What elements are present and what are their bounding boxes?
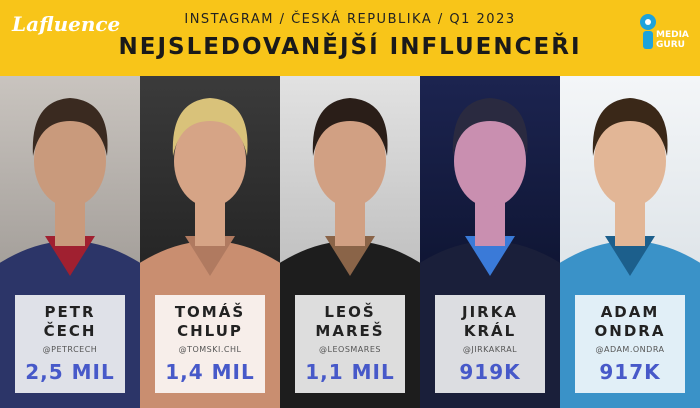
first-name: ADAM [600, 303, 660, 321]
hair [32, 98, 108, 156]
handle: @PETRCECH [42, 345, 98, 354]
header: Lafluence INSTAGRAM / ČESKÁ REPUBLIKA / … [0, 0, 700, 76]
head [34, 115, 106, 207]
first-name: LEOŠ [324, 303, 376, 321]
name-card: LEOŠ MAREŠ @LEOSMARES 1,1 MIL [295, 295, 405, 393]
followers: 917K [599, 360, 661, 384]
last-name: KRÁL [463, 322, 517, 340]
hair [452, 98, 528, 156]
head [594, 115, 666, 207]
hair [312, 98, 388, 156]
handle: @ADAM.ONDRA [595, 345, 665, 354]
partner-logo: MEDIA GURU [640, 12, 690, 56]
partner-icon [640, 14, 656, 49]
influencer-column: PETR ČECH @PETRCECH 2,5 MIL [0, 76, 140, 408]
first-name: JIRKA [462, 303, 518, 321]
partner-text: MEDIA [656, 30, 689, 40]
last-name: ČECH [43, 322, 97, 340]
first-name: TOMÁŠ [174, 303, 246, 321]
subtitle: INSTAGRAM / ČESKÁ REPUBLIKA / Q1 2023 [184, 12, 516, 27]
handle: @JIRKAKRAL [462, 345, 518, 354]
name-card: PETR ČECH @PETRCECH 2,5 MIL [15, 295, 125, 393]
handle: @TOMSKI.CHL [178, 345, 242, 354]
name-card: ADAM ONDRA @ADAM.ONDRA 917K [575, 295, 685, 393]
followers: 919K [459, 360, 521, 384]
handle: @LEOSMARES [319, 345, 381, 354]
influencer-column: JIRKA KRÁL @JIRKAKRAL 919K [420, 76, 560, 408]
influencer-list: PETR ČECH @PETRCECH 2,5 MIL TOMÁŠ CHLUP @TOMSK… [0, 76, 700, 408]
head [174, 115, 246, 207]
influencer-column: ADAM ONDRA @ADAM.ONDRA 917K [560, 76, 700, 408]
first-name: PETR [44, 303, 96, 321]
last-name: ONDRA [594, 322, 666, 340]
last-name: CHLUP [177, 322, 243, 340]
hair [172, 98, 248, 156]
influencer-column: LEOŠ MAREŠ @LEOSMARES 1,1 MIL [280, 76, 420, 408]
name-card: JIRKA KRÁL @JIRKAKRAL 919K [435, 295, 545, 393]
title: NEJSLEDOVANĚJŠÍ INFLUENCEŘI [118, 34, 582, 60]
head [454, 115, 526, 207]
last-name: MAREŠ [315, 322, 385, 340]
followers: 1,1 MIL [305, 360, 395, 384]
name-card: TOMÁŠ CHLUP @TOMSKI.CHL 1,4 MIL [155, 295, 265, 393]
partner-text: GURU [656, 40, 685, 50]
followers: 2,5 MIL [25, 360, 115, 384]
head [314, 115, 386, 207]
followers: 1,4 MIL [165, 360, 255, 384]
logo: Lafluence [12, 12, 121, 36]
influencer-column: TOMÁŠ CHLUP @TOMSKI.CHL 1,4 MIL [140, 76, 280, 408]
hair [592, 98, 668, 156]
